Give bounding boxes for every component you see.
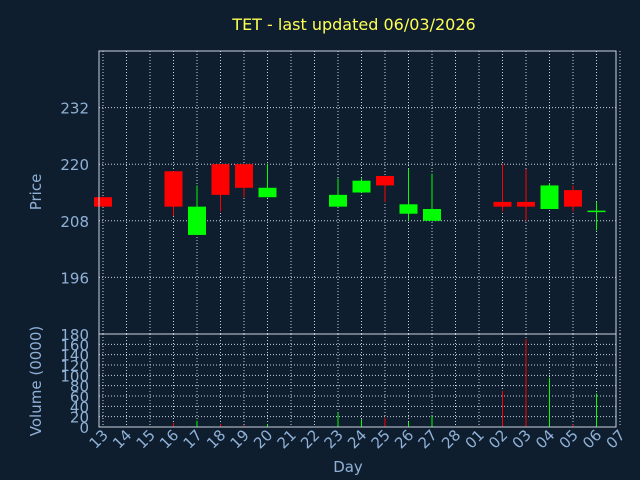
x-tick-label: 21	[274, 426, 300, 452]
candle-body	[423, 209, 441, 221]
x-tick-label: 04	[532, 426, 558, 452]
candle-body	[329, 194, 347, 207]
volume-bars	[173, 339, 597, 427]
price-tick-label: 232	[60, 100, 89, 118]
volume-tick-label: 20	[70, 409, 89, 427]
volume-tick-label: 100	[60, 367, 89, 385]
x-tick-label: 27	[415, 426, 441, 452]
price-tick-label: 196	[60, 269, 89, 287]
price-tick-labels: 196 208 220 232	[60, 100, 89, 288]
x-tick-label: 13	[86, 426, 112, 452]
candle-body	[376, 175, 394, 186]
volume-tick-label: 80	[70, 378, 89, 396]
price-candles	[94, 164, 606, 235]
candle-body	[164, 171, 183, 207]
volume-tick-label: 60	[70, 388, 89, 406]
x-tick-label: 05	[556, 426, 582, 452]
volume-panel-frame	[98, 333, 617, 428]
candle-body	[188, 206, 206, 235]
x-tick-label: 22	[297, 426, 323, 452]
x-tick-label: 17	[180, 426, 206, 452]
volume-tick-label: 40	[70, 398, 89, 416]
x-tick-label: 26	[391, 426, 417, 452]
x-tick-label: 14	[109, 426, 135, 452]
x-axis-label: Day	[333, 458, 363, 476]
x-tick-label: 15	[133, 426, 159, 452]
x-tick-label: 28	[438, 426, 464, 452]
candle-body	[258, 187, 277, 198]
price-axis-label: Price	[27, 174, 45, 211]
x-tick-label: 24	[344, 426, 370, 452]
candle-body	[352, 180, 371, 193]
x-tick-labels: 1314151617181920212223242526272801020304…	[86, 426, 629, 452]
candle-body	[564, 190, 582, 207]
candle-body	[94, 197, 112, 207]
volume-tick-label: 180	[60, 326, 89, 344]
candle-body	[540, 185, 559, 210]
candle-body	[493, 201, 512, 207]
candle-body	[399, 204, 418, 214]
x-tick-label: 20	[250, 426, 276, 452]
volume-tick-label: 140	[60, 347, 89, 365]
volume-tick-label: 120	[60, 357, 89, 375]
x-tick-label: 25	[368, 426, 394, 452]
volume-tick-label: 160	[60, 336, 89, 354]
volume-grid	[99, 333, 621, 428]
x-tick-label: 19	[227, 426, 253, 452]
candle-body	[517, 201, 535, 207]
price-tick-label: 208	[60, 213, 89, 231]
x-tick-label: 01	[462, 426, 488, 452]
x-tick-label: 07	[603, 426, 629, 452]
volume-tick-label: 0	[79, 419, 89, 437]
price-tick-label: 220	[60, 156, 89, 174]
candle-body	[235, 164, 253, 188]
volume-axis-label: Volume (0000)	[27, 326, 45, 436]
x-tick-label: 18	[203, 426, 229, 452]
x-tick-label: 03	[509, 426, 535, 452]
x-tick-label: 06	[579, 426, 605, 452]
x-tick-label: 23	[321, 426, 347, 452]
x-tick-label: 16	[156, 426, 182, 452]
chart-title: TET - last updated 06/03/2026	[231, 15, 475, 34]
candle-body	[211, 164, 230, 195]
x-tick-label: 02	[485, 426, 511, 452]
